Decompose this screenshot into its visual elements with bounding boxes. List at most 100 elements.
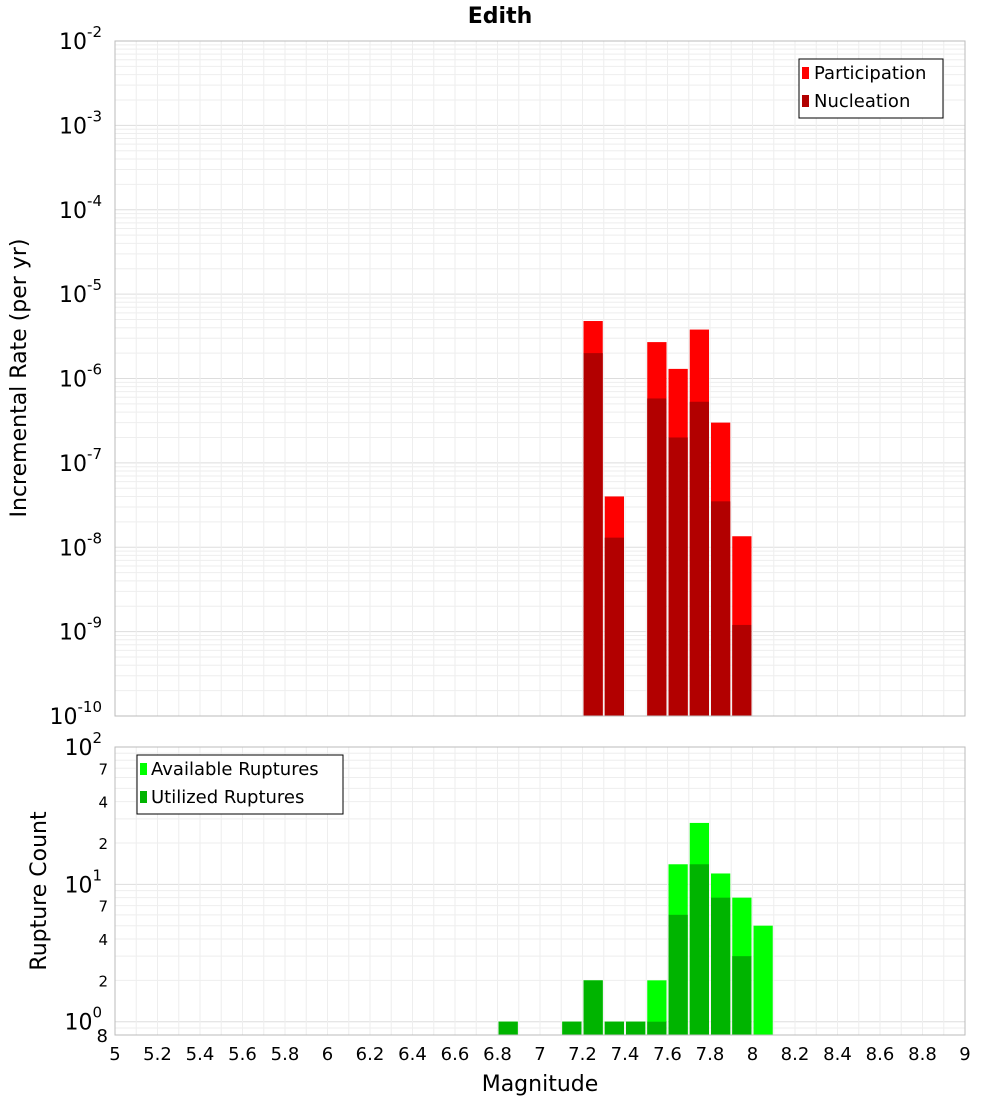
x-tick-label: 8.4 bbox=[823, 1044, 852, 1065]
x-tick-label: 7.2 bbox=[568, 1044, 597, 1065]
y-tick-label-exp: -7 bbox=[87, 445, 102, 463]
y-tick-label-base: 10 bbox=[59, 283, 87, 308]
legend-label: Participation bbox=[814, 63, 926, 84]
y-tick-label: 101 bbox=[64, 866, 102, 898]
y-tick-label-exp: 0 bbox=[92, 1004, 102, 1022]
bar-utilized-ruptures bbox=[626, 1021, 646, 1035]
x-tick-label: 8.2 bbox=[781, 1044, 810, 1065]
y-tick-label-exp: -6 bbox=[87, 361, 102, 379]
y-tick-label-base: 10 bbox=[59, 621, 87, 646]
y-tick-label-base: 10 bbox=[59, 452, 87, 477]
bar-nucleation bbox=[647, 398, 667, 716]
y-tick-label-exp: 1 bbox=[92, 866, 102, 884]
bar-utilized-ruptures bbox=[732, 956, 752, 1035]
y-tick-label: 10-4 bbox=[59, 192, 102, 224]
legend-label: Utilized Ruptures bbox=[151, 787, 304, 808]
y-tick-label-exp: -3 bbox=[87, 107, 102, 125]
bar-utilized-ruptures bbox=[647, 1021, 667, 1035]
y-tick-label: 7 bbox=[98, 760, 108, 778]
x-tick-label: 6.6 bbox=[441, 1044, 470, 1065]
y-tick-label-exp: -4 bbox=[87, 192, 102, 210]
x-tick-label: 8.6 bbox=[866, 1044, 895, 1065]
x-tick-label: 8.8 bbox=[908, 1044, 937, 1065]
top-grid bbox=[114, 41, 966, 717]
x-tick-label: 5.8 bbox=[271, 1044, 300, 1065]
top-legend: Participation Nucleation bbox=[798, 58, 944, 119]
x-tick-label: 6.2 bbox=[356, 1044, 385, 1065]
y-tick-label: 10-7 bbox=[59, 445, 102, 477]
x-tick-label: 5.4 bbox=[186, 1044, 215, 1065]
x-tick-label: 5 bbox=[109, 1044, 120, 1065]
bar-nucleation bbox=[689, 401, 709, 716]
y-tick-label: 10-9 bbox=[59, 614, 102, 646]
y-tick-label: 102 bbox=[64, 729, 102, 761]
bar-nucleation bbox=[732, 624, 752, 716]
legend-swatch bbox=[802, 67, 809, 79]
legend-label: Available Ruptures bbox=[151, 759, 319, 780]
x-tick-label: 5.2 bbox=[143, 1044, 172, 1065]
y-tick-label: 10-3 bbox=[59, 107, 102, 139]
legend-swatch bbox=[140, 763, 147, 775]
bar-utilized-ruptures bbox=[583, 980, 603, 1035]
y-tick-label: 10-2 bbox=[59, 23, 102, 55]
y-tick-label: 8 bbox=[97, 1026, 108, 1047]
y-tick-label-base: 10 bbox=[59, 536, 87, 561]
bar-utilized-ruptures bbox=[711, 897, 731, 1035]
bar-available-ruptures bbox=[647, 980, 667, 1035]
y-tick-label-base: 10 bbox=[50, 705, 78, 730]
y-tick-label-base: 10 bbox=[64, 873, 92, 898]
x-tick-label: 5.6 bbox=[228, 1044, 257, 1065]
x-tick-label: 7 bbox=[534, 1044, 545, 1065]
y-tick-label-base: 10 bbox=[64, 736, 92, 761]
top-series-nucleation bbox=[583, 353, 752, 716]
bar-utilized-ruptures bbox=[668, 914, 688, 1035]
y-tick-label: 2 bbox=[98, 835, 108, 853]
y-tick-label: 4 bbox=[98, 794, 108, 812]
bar-nucleation bbox=[711, 501, 731, 716]
y-tick-label-base: 10 bbox=[59, 30, 87, 55]
bar-nucleation bbox=[668, 437, 688, 716]
bar-utilized-ruptures bbox=[604, 1021, 624, 1035]
y-tick-label-base: 10 bbox=[64, 1011, 92, 1036]
y-tick-label-exp: -8 bbox=[87, 529, 102, 547]
bottom-y-axis-label: Rupture Count bbox=[27, 811, 52, 971]
bottom-plot-border bbox=[114, 746, 966, 1036]
y-tick-label-exp: -9 bbox=[87, 614, 102, 632]
x-tick-label: 9 bbox=[959, 1044, 970, 1065]
bottom-legend-box bbox=[136, 754, 344, 815]
y-tick-label: 10-5 bbox=[59, 276, 102, 308]
y-tick-label-exp: 2 bbox=[92, 729, 102, 747]
y-tick-label-base: 10 bbox=[59, 199, 87, 224]
top-plot-border bbox=[114, 40, 966, 717]
y-tick-label: 10-10 bbox=[50, 698, 103, 730]
legend-swatch bbox=[802, 95, 809, 107]
bottom-legend: Available Ruptures Utilized Ruptures bbox=[136, 754, 344, 815]
legend-label: Nucleation bbox=[814, 91, 910, 112]
bottom-series-utilized bbox=[498, 864, 752, 1035]
y-tick-label-base: 10 bbox=[59, 368, 87, 393]
x-axis-label: Magnitude bbox=[482, 1072, 599, 1097]
y-tick-label: 10-6 bbox=[59, 361, 102, 393]
y-tick-label: 7 bbox=[98, 898, 108, 916]
top-y-axis-label: Incremental Rate (per yr) bbox=[7, 239, 32, 518]
bar-available-ruptures bbox=[753, 925, 773, 1035]
bar-nucleation bbox=[583, 353, 603, 716]
y-tick-label: 100 bbox=[64, 1004, 102, 1036]
legend-swatch bbox=[140, 791, 147, 803]
y-tick-label: 4 bbox=[98, 931, 108, 949]
chart-title: Edith bbox=[468, 4, 533, 29]
x-tick-label: 7.4 bbox=[611, 1044, 640, 1065]
y-tick-label-exp: -5 bbox=[87, 276, 102, 294]
top-plot: 10-1010-910-810-710-610-510-410-310-2Par… bbox=[50, 23, 966, 730]
bar-utilized-ruptures bbox=[562, 1021, 582, 1035]
y-tick-label-exp: -10 bbox=[78, 698, 103, 716]
top-legend-box bbox=[798, 58, 944, 119]
bar-utilized-ruptures bbox=[689, 864, 709, 1035]
x-tick-label: 6.4 bbox=[398, 1044, 427, 1065]
x-tick-label: 6.8 bbox=[483, 1044, 512, 1065]
y-tick-label: 2 bbox=[98, 972, 108, 990]
